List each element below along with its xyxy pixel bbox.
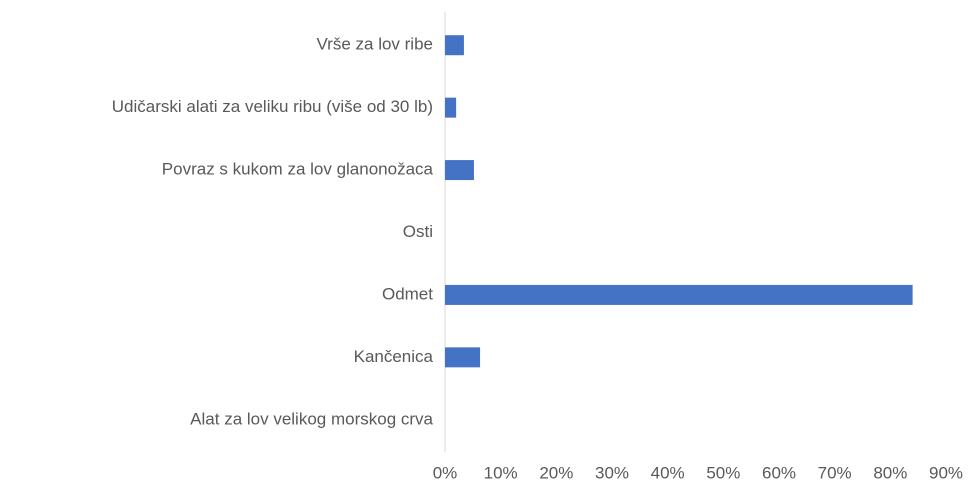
x-tick-label: 20% [539, 463, 573, 482]
y-tick-label: Povraz s kukom za lov glanonožaca [162, 160, 434, 179]
y-tick-label: Osti [403, 222, 433, 241]
x-tick-label: 80% [873, 463, 907, 482]
x-tick-label: 10% [484, 463, 518, 482]
y-tick-label: Kančenica [354, 347, 434, 366]
x-tick-label: 40% [651, 463, 685, 482]
bar [445, 97, 457, 118]
y-tick-label: Vrše za lov ribe [316, 35, 433, 54]
bar [445, 347, 481, 368]
x-tick-label: 0% [433, 463, 458, 482]
y-tick-label: Udičarski alati za veliku ribu (više od … [112, 97, 433, 116]
y-tick-label: Alat za lov velikog morskog crva [190, 409, 433, 428]
x-tick-label: 70% [818, 463, 852, 482]
bar [445, 160, 474, 181]
bar [445, 284, 913, 305]
y-tick-label: Odmet [382, 284, 433, 303]
bar [445, 35, 464, 56]
x-tick-label: 30% [595, 463, 629, 482]
x-tick-label: 50% [706, 463, 740, 482]
x-tick-label: 60% [762, 463, 796, 482]
x-tick-label: 90% [929, 463, 963, 482]
